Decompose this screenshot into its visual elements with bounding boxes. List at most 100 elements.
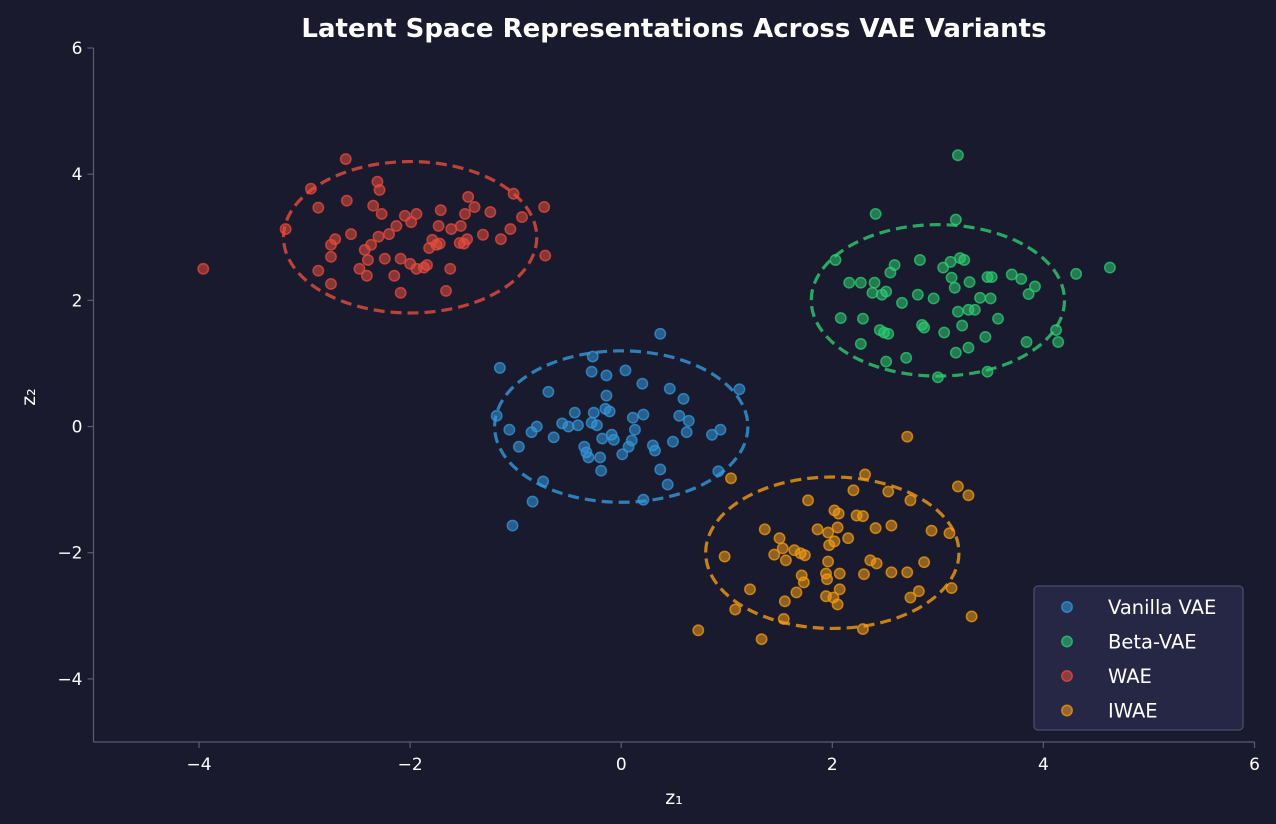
point-iwae bbox=[869, 522, 882, 535]
point-wae bbox=[390, 219, 403, 232]
ellipse-beta-vae bbox=[809, 223, 1067, 378]
point-beta-vae bbox=[854, 337, 867, 350]
point-vanilla-vae bbox=[600, 369, 613, 382]
legend: Vanilla VAE Beta-VAE WAE IWAE bbox=[1033, 585, 1244, 731]
point-wae bbox=[504, 223, 517, 236]
point-iwae bbox=[831, 521, 844, 534]
x-tick-label: 4 bbox=[1038, 755, 1049, 775]
point-vanilla-vae bbox=[733, 383, 746, 396]
point-wae bbox=[383, 228, 395, 241]
point-iwae bbox=[779, 554, 792, 567]
point-vanilla-vae bbox=[530, 420, 543, 433]
point-wae bbox=[361, 254, 374, 266]
y-tick-label: −2 bbox=[57, 544, 82, 564]
point-vanilla-vae bbox=[666, 435, 679, 448]
point-beta-vae bbox=[880, 285, 893, 298]
point-wae bbox=[459, 207, 471, 220]
legend-marker bbox=[1061, 670, 1073, 682]
point-beta-vae bbox=[854, 276, 867, 289]
point-iwae bbox=[797, 576, 810, 589]
point-vanilla-vae bbox=[542, 385, 555, 398]
legend-label: IWAE bbox=[1108, 700, 1158, 723]
point-beta-vae bbox=[1029, 280, 1041, 293]
point-beta-vae bbox=[1022, 288, 1035, 301]
point-vanilla-vae bbox=[654, 463, 667, 476]
point-vanilla-vae bbox=[526, 495, 539, 508]
point-vanilla-vae bbox=[663, 382, 676, 395]
point-beta-vae bbox=[951, 149, 964, 162]
point-wae bbox=[410, 207, 423, 220]
point-wae bbox=[434, 204, 447, 217]
x-tick-label: 0 bbox=[616, 755, 627, 775]
point-wae bbox=[468, 201, 481, 213]
point-wae bbox=[444, 262, 457, 275]
point-beta-vae bbox=[951, 305, 964, 318]
point-iwae bbox=[856, 510, 869, 523]
legend-label: WAE bbox=[1108, 665, 1152, 688]
point-vanilla-vae bbox=[562, 420, 575, 433]
point-wae bbox=[197, 262, 210, 275]
point-vanilla-vae bbox=[626, 411, 639, 424]
point-iwae bbox=[882, 485, 895, 498]
point-wae bbox=[440, 284, 452, 297]
point-beta-vae bbox=[992, 312, 1004, 325]
point-iwae bbox=[758, 523, 771, 536]
point-beta-vae bbox=[1052, 336, 1065, 348]
ellipse-vanilla-vae bbox=[492, 349, 750, 504]
legend-label: Vanilla VAE bbox=[1108, 596, 1216, 619]
point-wae bbox=[312, 264, 325, 277]
point-vanilla-vae bbox=[594, 451, 607, 464]
point-beta-vae bbox=[900, 351, 913, 364]
point-iwae bbox=[776, 542, 789, 555]
point-wae bbox=[477, 228, 489, 241]
point-vanilla-vae bbox=[637, 408, 650, 421]
point-wae bbox=[345, 228, 357, 241]
point-wae bbox=[378, 252, 391, 265]
point-beta-vae bbox=[979, 331, 992, 343]
point-wae bbox=[372, 230, 385, 243]
point-beta-vae bbox=[938, 326, 951, 339]
y-tick-label: 6 bbox=[72, 39, 83, 59]
point-vanilla-vae bbox=[603, 405, 616, 418]
point-iwae bbox=[768, 548, 781, 561]
point-beta-vae bbox=[868, 276, 881, 289]
point-vanilla-vae bbox=[625, 434, 638, 447]
point-beta-vae bbox=[880, 355, 893, 368]
point-beta-vae bbox=[985, 271, 998, 283]
x-axis-label: z₁ bbox=[665, 787, 683, 809]
legend-marker bbox=[1061, 635, 1073, 648]
point-vanilla-vae bbox=[673, 409, 686, 422]
point-vanilla-vae bbox=[628, 423, 641, 436]
point-wae bbox=[433, 237, 446, 250]
point-iwae bbox=[951, 480, 964, 493]
y-tick-label: −4 bbox=[57, 670, 82, 690]
point-wae bbox=[373, 184, 386, 196]
point-iwae bbox=[718, 550, 731, 563]
legend-marker bbox=[1061, 601, 1073, 613]
point-vanilla-vae bbox=[654, 327, 667, 340]
point-beta-vae bbox=[927, 292, 940, 305]
point-iwae bbox=[773, 532, 786, 545]
legend-box bbox=[1033, 585, 1244, 731]
point-vanilla-vae bbox=[680, 426, 693, 439]
x-tick-label: −4 bbox=[187, 755, 212, 775]
point-iwae bbox=[821, 573, 833, 586]
point-vanilla-vae bbox=[547, 431, 560, 444]
point-iwae bbox=[965, 610, 978, 623]
point-wae bbox=[539, 249, 552, 262]
point-iwae bbox=[755, 633, 768, 646]
point-vanilla-vae bbox=[493, 361, 506, 374]
point-beta-vae bbox=[984, 292, 997, 305]
point-beta-vae bbox=[834, 312, 847, 324]
point-beta-vae bbox=[956, 319, 969, 332]
point-vanilla-vae bbox=[706, 428, 718, 441]
point-beta-vae bbox=[949, 213, 962, 226]
point-iwae bbox=[692, 624, 705, 637]
point-vanilla-vae bbox=[682, 414, 695, 427]
point-beta-vae bbox=[958, 254, 971, 266]
chart-title: Latent Space Representations Across VAE … bbox=[301, 14, 1046, 44]
point-vanilla-vae bbox=[595, 464, 608, 477]
point-wae bbox=[312, 201, 325, 214]
point-beta-vae bbox=[968, 303, 981, 316]
axes: −4 −2 0 2 4 6 −4 −2 0 2 4 6 bbox=[57, 39, 1259, 775]
